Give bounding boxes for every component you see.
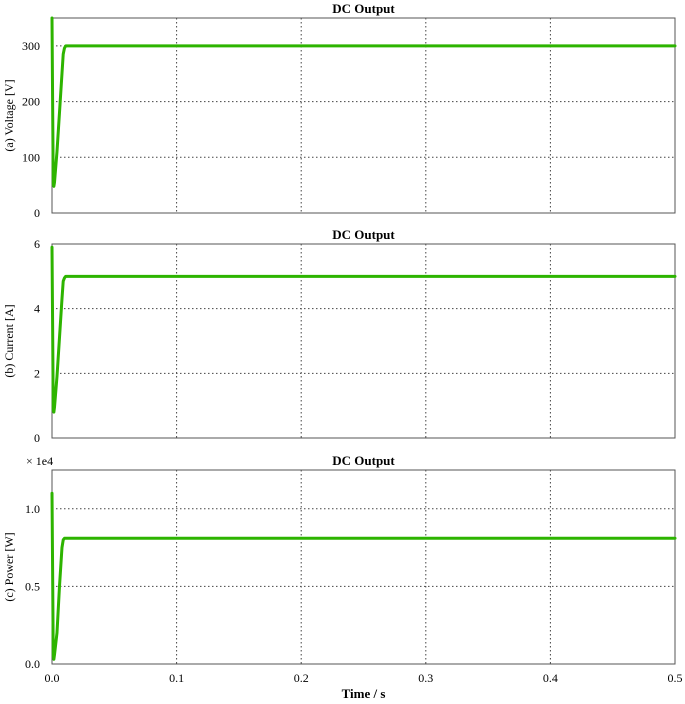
y-axis-label: (a) Voltage [V] (2, 79, 16, 151)
x-tick-label: 0.1 (169, 671, 184, 685)
series-line (50, 245, 677, 414)
y-tick-label: 6 (34, 237, 40, 251)
series-line (50, 491, 677, 661)
y-tick-label: 0.5 (25, 579, 40, 593)
panel-3: DC Output 0.0 0.5 1.0 (c) Power [W] × 1e4 0.0 0… (2, 453, 683, 701)
y-tick-label: 200 (22, 95, 40, 109)
x-tick-label: 0.0 (45, 671, 60, 685)
panel-1: DC Output 0 100 200 300 (a) Voltage [V] (2, 1, 677, 220)
plot-frame (51, 243, 676, 439)
series-line (50, 16, 677, 188)
y-tick-label: 0 (34, 206, 40, 220)
x-tick-label: 0.4 (543, 671, 558, 685)
y-scale-label: × 1e4 (26, 454, 53, 468)
y-axis-label: (b) Current [A] (2, 304, 16, 377)
y-tick-label: 0.0 (25, 657, 40, 671)
plot-frame (51, 469, 676, 665)
y-tick-label: 2 (34, 366, 40, 380)
chart-title: DC Output (332, 227, 395, 242)
x-axis-label: Time / s (342, 686, 386, 701)
y-tick-label: 0 (34, 431, 40, 445)
x-tick-label: 0.2 (294, 671, 309, 685)
chart-title: DC Output (332, 453, 395, 468)
y-tick-label: 300 (22, 39, 40, 53)
chart-title: DC Output (332, 1, 395, 16)
panel-2: DC Output 0 2 4 6 (b) Current [A] (2, 227, 677, 445)
y-tick-label: 1.0 (25, 502, 40, 516)
x-tick-label: 0.3 (418, 671, 433, 685)
y-axis-label: (c) Power [W] (2, 532, 16, 601)
y-tick-label: 100 (22, 150, 40, 164)
y-tick-label: 4 (34, 302, 40, 316)
x-tick-label: 0.5 (668, 671, 683, 685)
